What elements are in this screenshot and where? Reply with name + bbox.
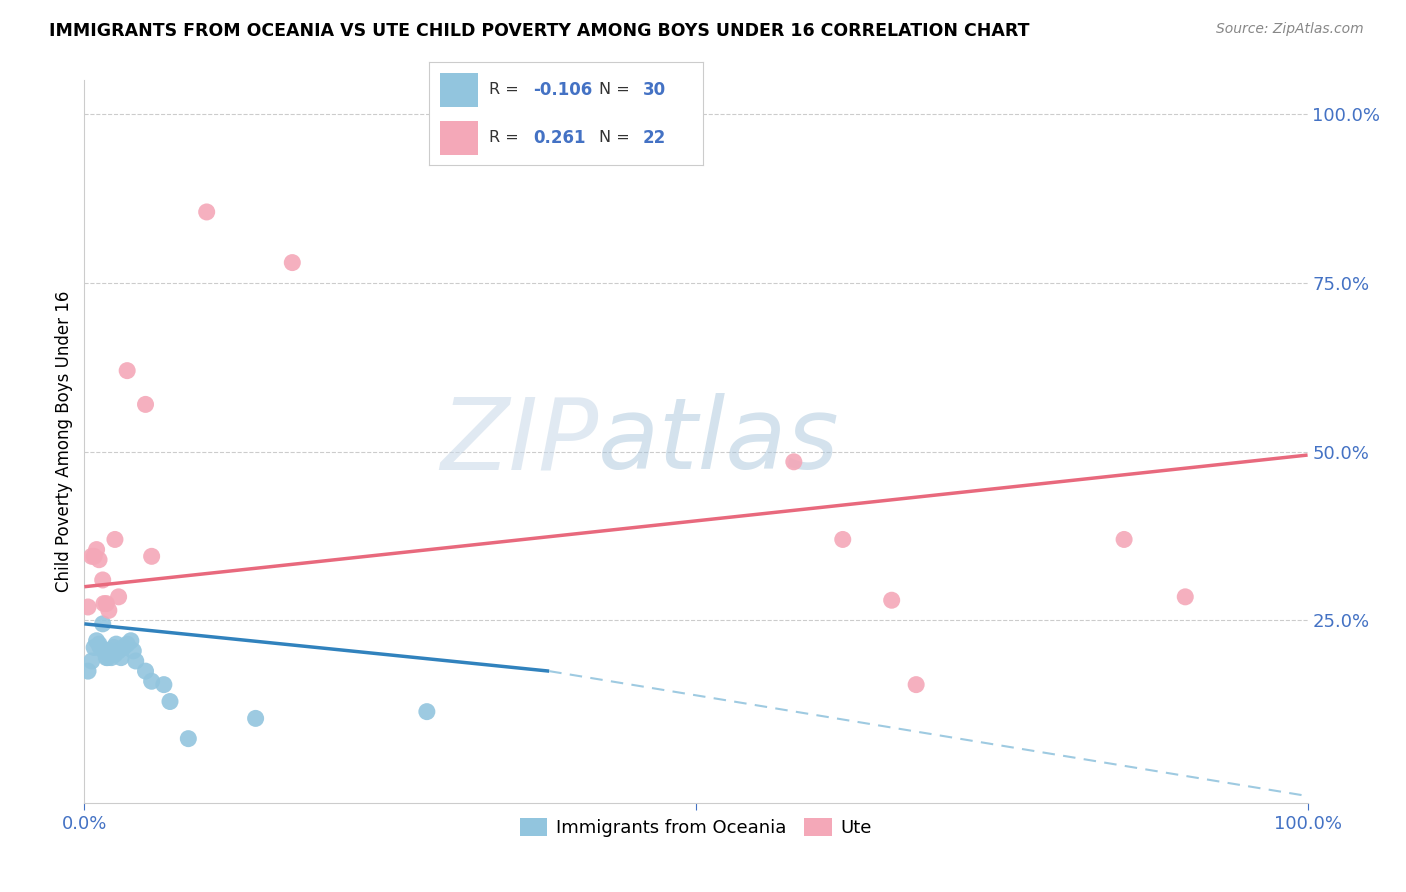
Point [86,542,108,557]
Point [783,455,806,469]
Point [77,664,100,678]
Point [159,694,181,708]
Point [104,533,127,547]
Point [77,599,100,614]
Point [177,731,200,746]
Point [245,711,267,725]
Point [141,549,163,564]
Point [1174,590,1197,604]
Point [91,573,114,587]
Point [98,647,121,661]
Point [91,616,114,631]
Point [86,633,108,648]
Point [83,549,105,564]
Point [1114,533,1136,547]
Point [93,644,115,658]
Point [93,597,115,611]
Point [97,650,120,665]
Point [107,644,129,658]
Text: N =: N = [599,130,634,145]
Text: 0.261: 0.261 [533,128,585,147]
Text: 30: 30 [643,80,666,99]
Point [96,597,118,611]
Point [80,549,103,564]
Point [80,654,103,668]
Point [135,397,157,411]
Point [89,640,111,655]
Point [195,205,218,219]
Text: R =: R = [489,82,524,97]
Text: 22: 22 [643,128,666,147]
Point [87,552,110,566]
Text: ZIP: ZIP [440,393,598,490]
Point [135,664,157,678]
Text: -0.106: -0.106 [533,80,592,99]
Point [141,674,163,689]
Point [905,678,928,692]
Point [831,533,853,547]
Point [103,640,125,655]
Text: N =: N = [599,82,634,97]
Point [110,650,132,665]
Text: Source: ZipAtlas.com: Source: ZipAtlas.com [1216,22,1364,37]
Point [96,650,118,665]
Text: atlas: atlas [598,393,839,490]
Point [104,647,127,661]
Point [281,255,304,269]
Point [112,640,135,655]
Point [83,640,105,655]
Point [153,678,176,692]
Legend: Immigrants from Oceania, Ute: Immigrants from Oceania, Ute [513,811,879,845]
Point [416,705,439,719]
FancyBboxPatch shape [440,121,478,155]
Text: IMMIGRANTS FROM OCEANIA VS UTE CHILD POVERTY AMONG BOYS UNDER 16 CORRELATION CHA: IMMIGRANTS FROM OCEANIA VS UTE CHILD POV… [49,22,1029,40]
Point [125,654,148,668]
Point [87,637,110,651]
Point [107,590,129,604]
Point [115,637,138,651]
Point [120,633,142,648]
Y-axis label: Child Poverty Among Boys Under 16: Child Poverty Among Boys Under 16 [55,291,73,592]
FancyBboxPatch shape [440,73,478,106]
Point [97,603,120,617]
Point [105,637,128,651]
Text: R =: R = [489,130,524,145]
Point [97,644,120,658]
Point [100,650,122,665]
Point [122,644,145,658]
Point [115,364,138,378]
Point [880,593,903,607]
